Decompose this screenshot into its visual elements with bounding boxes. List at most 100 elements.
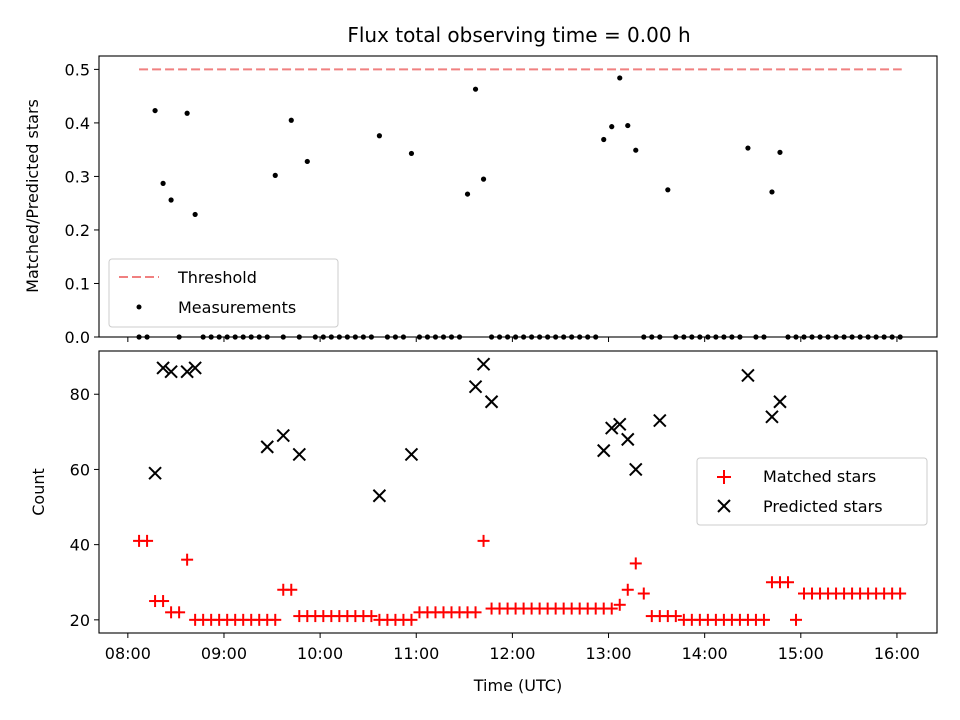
bottom-y-tick-label: 20 [70,611,90,630]
bottom-x-tick-label: 08:00 [105,644,151,663]
predicted-stars-point [372,489,387,503]
top-plot-frame [98,55,938,338]
matched-stars-point [757,613,770,626]
predicted-stars-point [613,417,627,432]
measurements-point [376,133,383,139]
predicted-stars-point [404,447,419,462]
measurements-point [609,124,615,130]
top-plot: 0.0 0.1 0.2 0.3 0.4 0.5 Matched/Predicted sta… [23,55,938,347]
bottom-x-tick-label: 14:00 [682,644,728,663]
bottom-x-tick-label: 13:00 [585,644,631,663]
measurements-point [633,147,639,153]
predicted-stars-point [629,462,643,477]
matched-stars-point [173,606,186,619]
predicted-stars-point [148,466,162,480]
top-y-tick-label: 0.0 [65,328,90,347]
measurements-point [192,211,198,218]
x-axis-label: Time (UTC) [473,676,562,695]
matched-stars-point [157,595,170,608]
bottom-y-tick-label: 60 [70,460,90,479]
bottom-x-tick-label: 11:00 [393,644,439,663]
predicted-stars-point [741,368,755,383]
matched-stars-point [629,557,642,570]
measurements-point [625,122,631,129]
predicted-stars-point [653,413,667,428]
bottom-x-tick-label: 15:00 [778,644,824,663]
bottom-x-tick-label: 09:00 [201,644,247,663]
predicted-stars-point [468,380,483,394]
matched-stars-point [621,583,634,596]
matched-stars-point [669,610,682,623]
measurements-legend-swatch [136,304,142,310]
matched-legend-label: Matched stars [763,467,876,486]
bottom-x-tick-label: 16:00 [874,644,920,663]
matched-stars-point [285,583,298,596]
predicted-stars-point [476,357,491,371]
matched-stars-point [613,598,626,611]
measurements-point [472,86,479,92]
predicted-legend-label: Predicted stars [763,497,883,516]
measurements-point [408,150,415,157]
bottom-y-tick-label: 80 [70,385,90,404]
bottom-plot: 20 40 60 80 08:00 09:00 10:00 11:00 12:00 13:00 1… [29,350,938,695]
measurements-point [288,117,294,123]
measurements-point [464,191,471,197]
predicted-stars-point [164,364,178,379]
matched-stars-point [181,553,194,566]
bottom-y-axis-label: Count [29,468,48,516]
bottom-legend: Matched stars Predicted stars [696,457,928,526]
matched-stars-point [781,576,794,589]
matched-legend-swatch [717,470,731,484]
measurements-point [665,187,671,193]
matched-stars-point [789,613,802,626]
measurements-point [152,107,158,114]
top-y-axis-label: Matched/Predicted stars [23,99,42,293]
top-legend-box [108,258,339,328]
top-legend: Threshold Measurements [108,258,339,328]
measurements-point [160,180,166,186]
matched-stars-point [365,610,378,623]
predicted-stars-point [605,421,619,435]
predicted-stars-point [260,440,274,454]
matched-stars-point [469,606,482,619]
measurements-point [777,149,783,155]
top-y-tick-label: 0.1 [65,274,90,293]
matched-stars-point [637,587,650,600]
predicted-stars-point [180,364,194,379]
predicted-stars-point [597,443,611,458]
matched-stars-point [405,613,418,626]
measurements-point [745,145,751,151]
measurements-point [617,75,623,81]
measurements-point [480,176,487,182]
predicted-stars-point [276,428,290,443]
measurements-legend-label: Measurements [178,298,296,317]
bottom-plot-frame [98,350,938,634]
measurements-point [272,172,278,178]
bottom-x-tick-label: 10:00 [297,644,343,663]
predicted-legend-swatch [717,499,731,513]
matched-stars-point [477,534,490,547]
predicted-stars-point [156,361,170,375]
bottom-y-tick-label: 40 [70,536,90,555]
predicted-stars-point [292,447,306,462]
matched-stars-point [894,587,907,600]
predicted-stars-point [188,361,202,375]
matched-stars-point [141,534,154,547]
predicted-stars-point [621,432,635,447]
top-y-tick-label: 0.3 [65,167,90,186]
matched-stars-point [269,613,282,626]
measurements-point [769,189,775,195]
measurements-point [184,110,190,116]
top-y-tick-label: 0.2 [65,221,90,240]
matched-stars-point [605,602,618,615]
top-y-tick-label: 0.5 [65,60,90,79]
measurements-point [168,197,174,203]
chart-title: Flux total observing time = 0.00 h [347,23,690,47]
measurements-point [601,136,607,143]
bottom-legend-box [696,457,928,526]
predicted-stars-point [484,395,499,409]
threshold-legend-label: Threshold [177,268,257,287]
top-y-tick-label: 0.4 [65,114,90,133]
predicted-stars-point [773,395,787,409]
